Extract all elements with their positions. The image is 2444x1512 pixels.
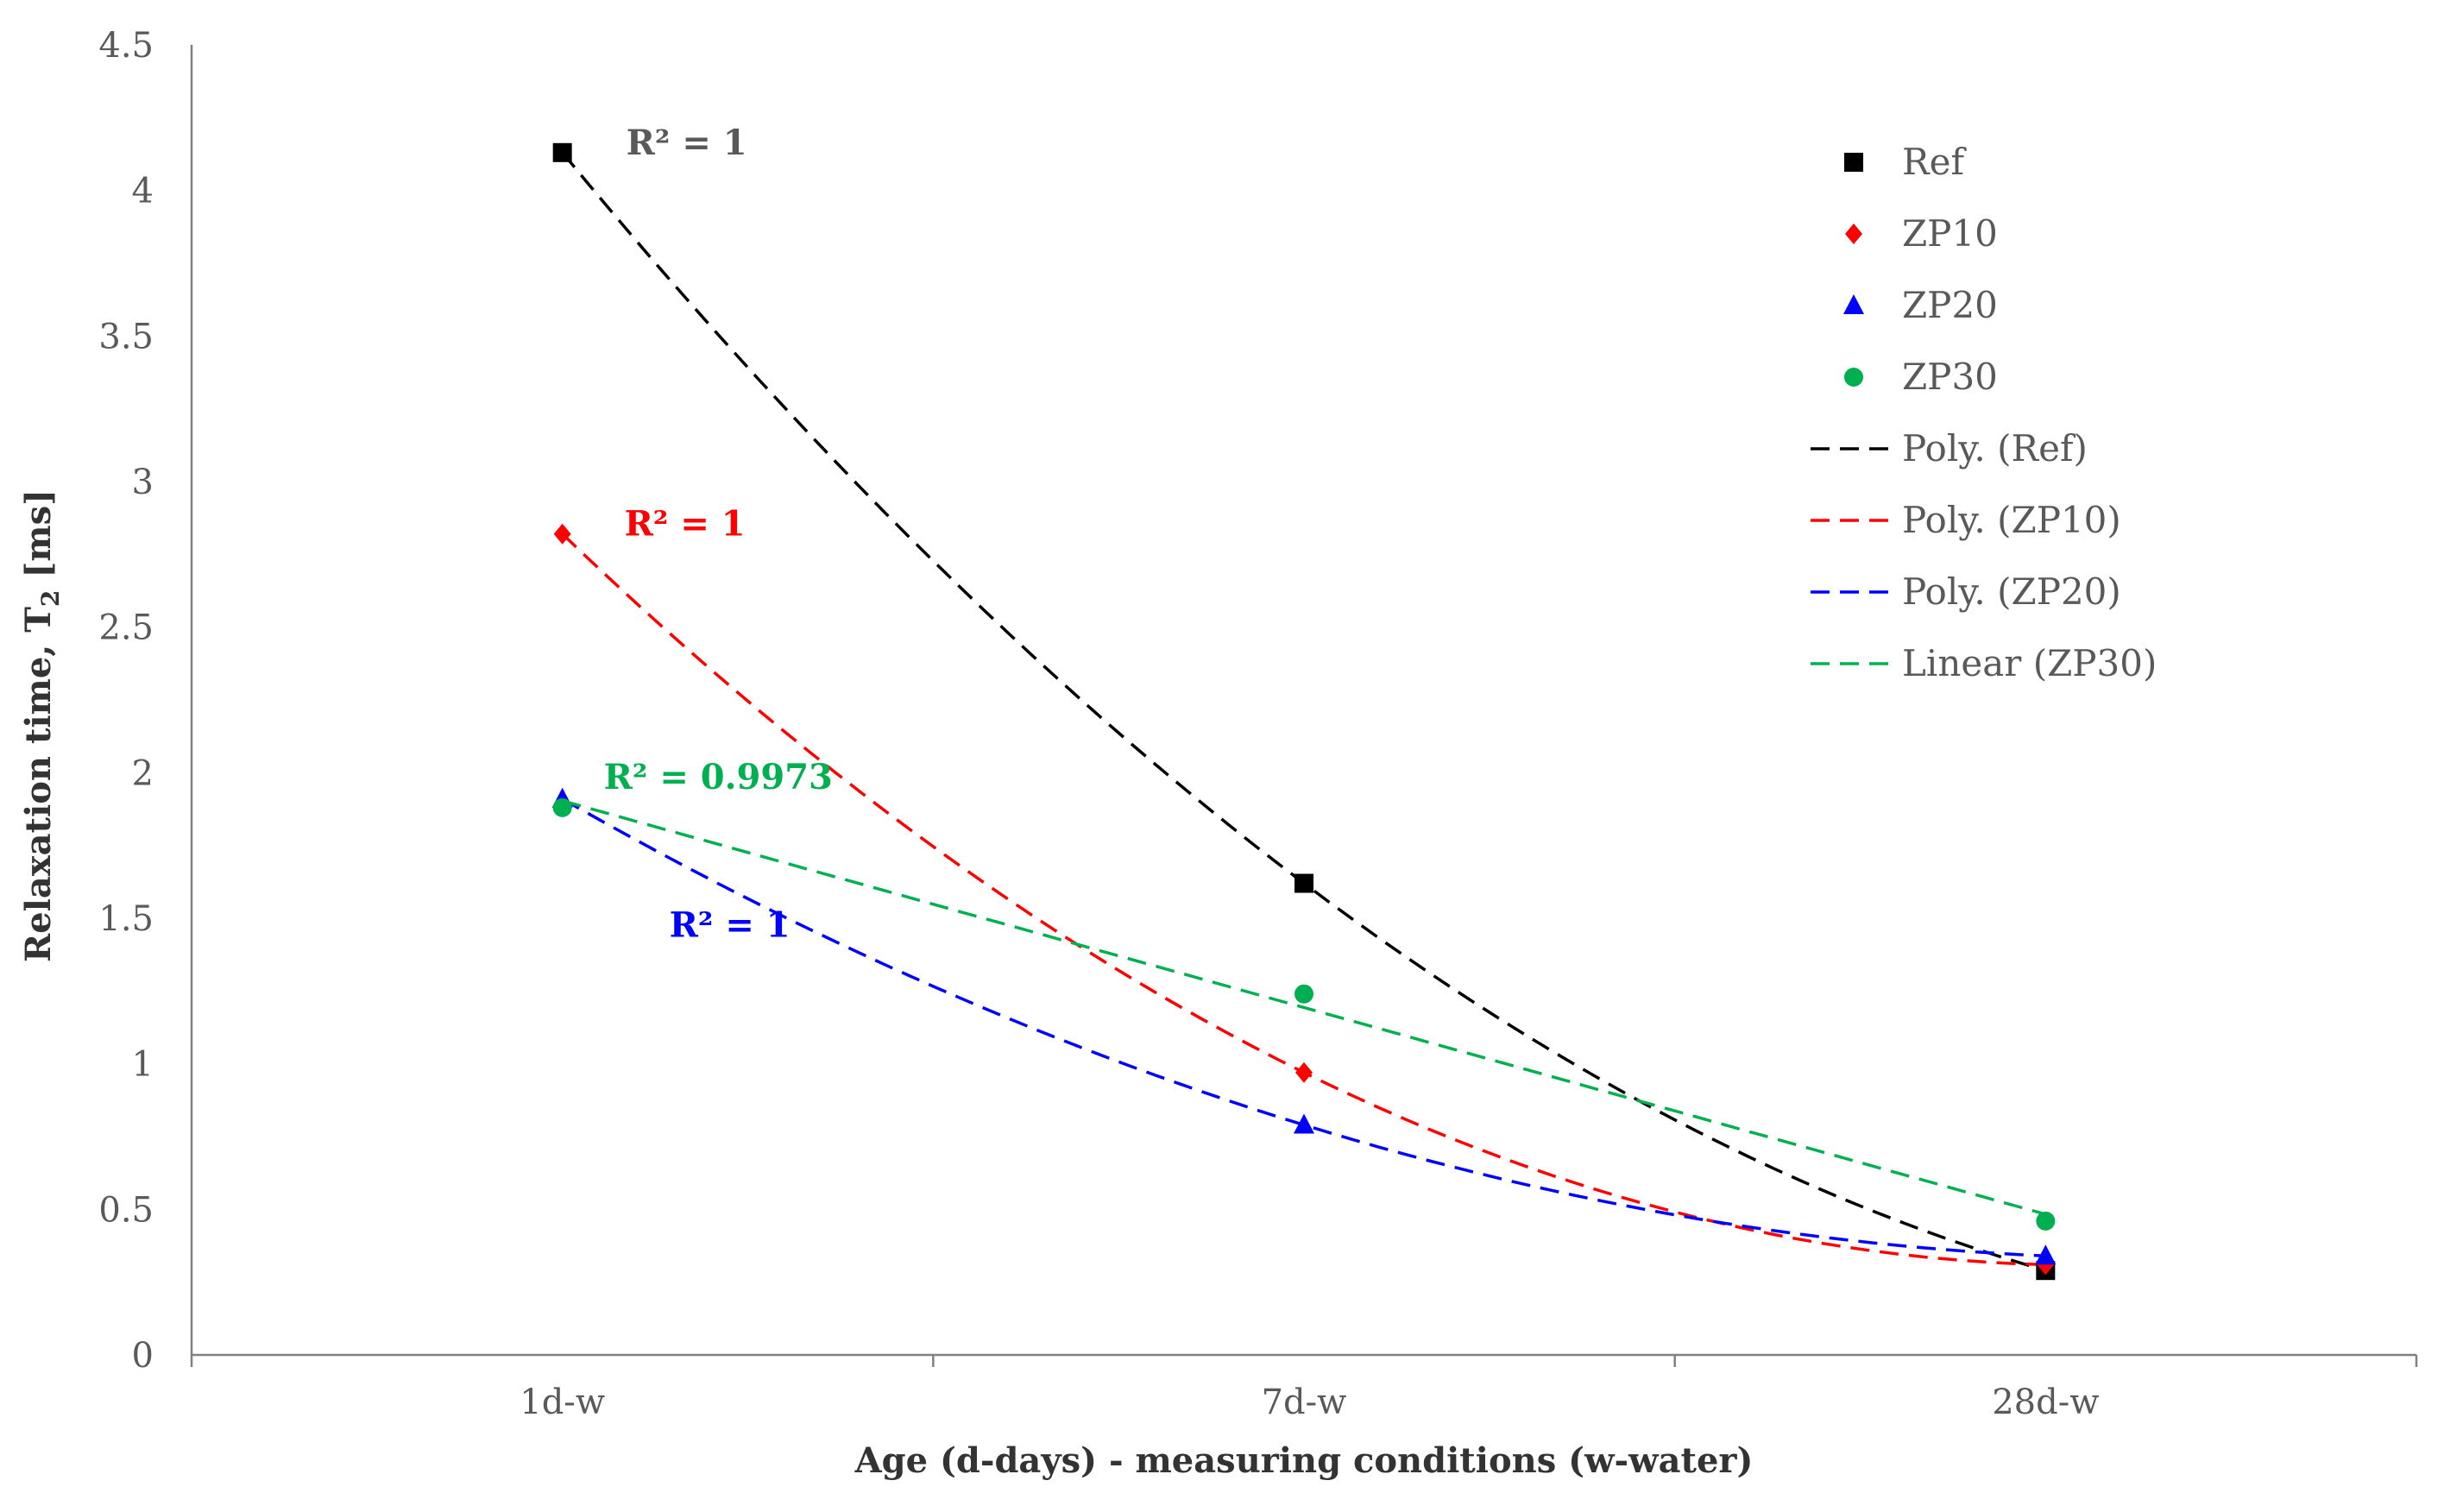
y-tick-label: 3.5: [98, 317, 154, 356]
x-tick-label: 7d-w: [1262, 1383, 1347, 1422]
legend-label-ref: Ref: [1902, 141, 1967, 183]
y-tick-label: 4: [132, 172, 154, 211]
legend: Ref ZP10 ZP20 ZP30 Poly. (Ref) Poly. (ZP10) Po…: [1811, 141, 2157, 684]
data-point-zp20: [1294, 1113, 1314, 1134]
legend-marker-ref: [1844, 153, 1863, 172]
r-squared-labels: R² = 1 R² = 1 R² = 1 R² = 0.9973: [604, 123, 833, 946]
x-tick-label: 28d-w: [1992, 1383, 2099, 1422]
y-tick-label: 0.5: [98, 1190, 154, 1230]
r2-label-zp30: R² = 0.9973: [604, 757, 833, 797]
y-axis-title: Relaxation time, T2 [ms]: [18, 489, 65, 962]
y-axis-title-subscript: 2: [36, 590, 65, 607]
axes: 0 0.5 1 1.5 2 2.5 3 3.5 4 4.5 1d-w 7d-w 28d-w: [98, 26, 2418, 1422]
r2-label-zp20: R² = 1: [670, 905, 791, 946]
y-tick-label: 0: [132, 1336, 154, 1376]
r2-label-ref: R² = 1: [627, 123, 747, 163]
data-point-zp30: [552, 797, 572, 817]
y-axis-title-unit: [ms]: [18, 489, 59, 590]
r2-label-zp10: R² = 1: [625, 504, 746, 545]
data-point-zp30: [2036, 1211, 2056, 1231]
trendline-zp10: [561, 532, 2046, 1267]
legend-label-trendline: Poly. (Ref): [1902, 427, 2088, 469]
legend-label-trendline: Poly. (ZP10): [1902, 499, 2121, 541]
data-point-zp10: [1295, 1062, 1313, 1083]
legend-marker-zp20: [1843, 294, 1864, 314]
y-tick-label: 2.5: [98, 608, 154, 648]
trendline-zp30: [562, 799, 2046, 1216]
y-tick-label: 2: [132, 753, 154, 793]
data-point-ref: [1294, 873, 1313, 893]
legend-label-zp20: ZP20: [1902, 284, 1998, 326]
trendlines: [561, 151, 2046, 1272]
legend-marker-zp10: [1845, 224, 1862, 244]
legend-label-trendline: Poly. (ZP20): [1902, 570, 2121, 613]
data-point-ref: [552, 142, 572, 162]
legend-label-trendline: Linear (ZP30): [1902, 642, 2157, 684]
y-tick-label: 1: [132, 1045, 154, 1085]
data-point-zp10: [553, 523, 571, 545]
trendline-ref: [561, 151, 2046, 1272]
data-markers: [551, 142, 2057, 1281]
legend-marker-zp30: [1844, 368, 1863, 387]
x-axis-title: Age (d-days) - measuring conditions (w-w…: [854, 1440, 1754, 1481]
legend-label-zp10: ZP10: [1902, 212, 1998, 255]
x-tick-label: 1d-w: [520, 1383, 605, 1422]
data-point-zp30: [1294, 984, 1313, 1004]
data-point-zp20: [2035, 1244, 2057, 1265]
legend-label-zp30: ZP30: [1902, 356, 1998, 398]
trendline-zp20: [561, 797, 2046, 1258]
y-tick-label: 1.5: [98, 899, 154, 939]
y-axis-title-text: Relaxation time, T: [18, 607, 59, 962]
y-tick-label: 4.5: [98, 26, 154, 66]
y-tick-label: 3: [132, 463, 154, 502]
